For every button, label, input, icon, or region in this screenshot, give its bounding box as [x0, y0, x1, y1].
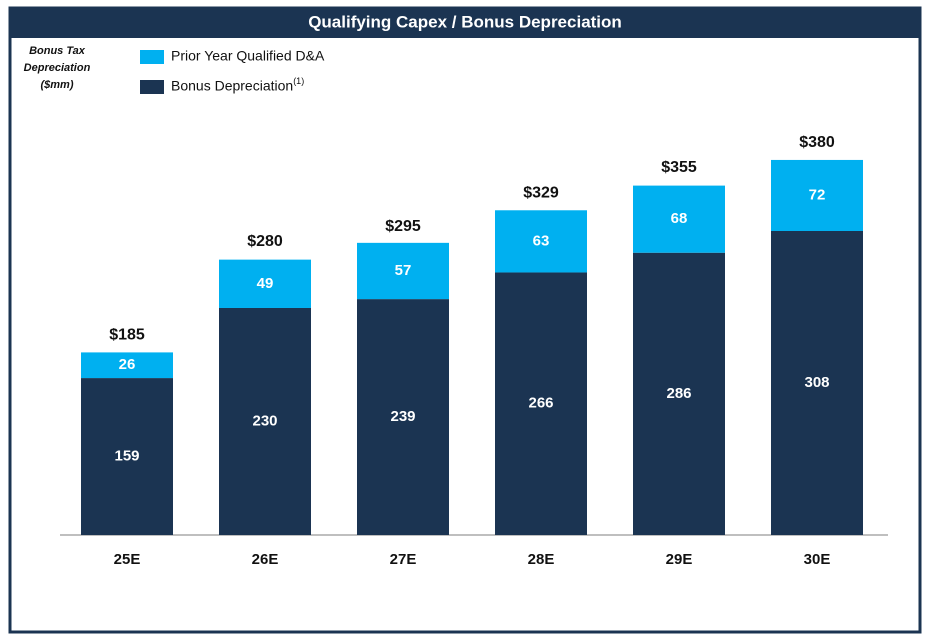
y-axis-label: Bonus Tax Depreciation ($mm): [24, 45, 91, 91]
legend-swatch: [140, 80, 164, 94]
legend-label: Prior Year Qualified D&A: [171, 48, 325, 64]
chart-title: Qualifying Capex / Bonus Depreciation: [308, 12, 622, 31]
segment-label: 159: [114, 448, 139, 465]
segment-label: 57: [395, 262, 412, 279]
y-label-line: Bonus Tax: [29, 45, 86, 57]
segment-label: 26: [119, 356, 136, 373]
total-label: $329: [523, 184, 559, 201]
x-tick-label: 29E: [666, 551, 693, 568]
title-banner: [10, 8, 920, 38]
bar-segment: [81, 352, 173, 379]
total-label: $185: [109, 327, 145, 344]
y-label-line: Depreciation: [24, 62, 91, 74]
x-tick-label: 27E: [390, 551, 417, 568]
bar-segment: [219, 307, 311, 535]
segment-label: 286: [666, 385, 691, 402]
legend-swatch: [140, 50, 164, 64]
x-tick-label: 26E: [252, 551, 279, 568]
bar-segment: [357, 299, 449, 535]
x-tick-label: 30E: [804, 551, 831, 568]
bar-segment: [81, 378, 173, 535]
bar-segment: [633, 185, 725, 253]
segment-label: 49: [257, 275, 274, 292]
bar-segment: [771, 159, 863, 232]
x-tick-label: 28E: [528, 551, 555, 568]
total-label: $380: [799, 134, 835, 151]
segment-label: 63: [533, 232, 550, 249]
legend-note: (1): [293, 76, 304, 86]
segment-label: 68: [671, 210, 688, 227]
bar-segment: [495, 272, 587, 535]
total-label: $280: [247, 233, 283, 250]
legend-label: Bonus Depreciation(1): [171, 76, 304, 93]
segment-label: 308: [804, 374, 829, 391]
segment-label: 239: [390, 408, 415, 425]
total-label: $295: [385, 218, 421, 235]
total-label: $355: [661, 159, 697, 176]
bar-segment: [357, 242, 449, 300]
y-label-line: ($mm): [40, 79, 73, 91]
segment-label: 72: [809, 186, 826, 203]
segment-label: 266: [528, 395, 553, 412]
x-tick-label: 25E: [114, 551, 141, 568]
bar-segment: [219, 259, 311, 308]
segment-label: 230: [252, 412, 277, 429]
bar-segment: [633, 252, 725, 535]
bar-segment: [771, 231, 863, 535]
bar-segment: [495, 210, 587, 273]
